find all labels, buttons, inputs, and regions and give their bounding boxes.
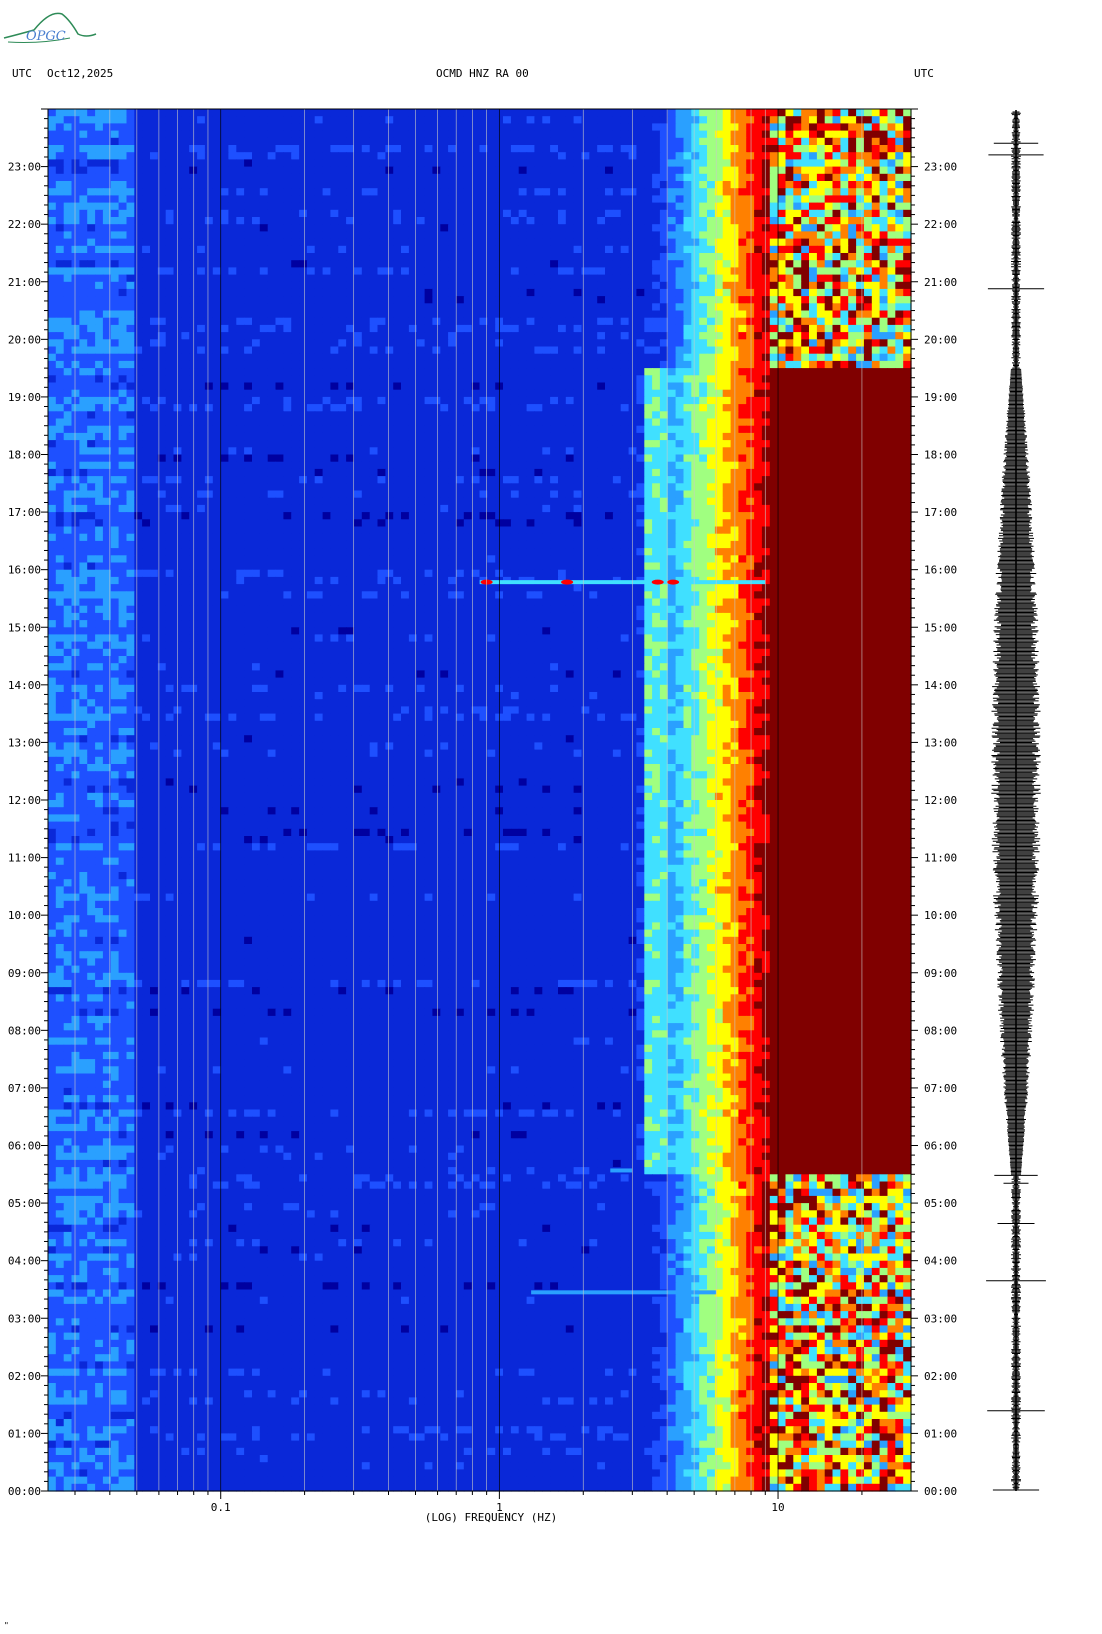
y-tick-label: 04:00 [8,1255,41,1268]
y-tick-label: 01:00 [8,1427,41,1440]
y-tick-label: 05:00 [924,1197,957,1210]
event-streak [531,1290,716,1294]
y-tick-label: 18:00 [924,449,957,462]
y-tick-label: 17:00 [8,506,41,519]
y-tick-label: 21:00 [924,276,957,289]
event-streak [480,580,766,584]
y-tick-label: 11:00 [924,852,957,865]
y-tick-label: 19:00 [8,391,41,404]
y-tick-label: 16:00 [924,564,957,577]
y-tick-label: 15:00 [8,621,41,634]
y-tick-label: 23:00 [8,161,41,174]
event-streak [610,1168,632,1172]
y-tick-label: 21:00 [8,276,41,289]
y-tick-label: 15:00 [924,621,957,634]
y-tick-label: 05:00 [8,1197,41,1210]
y-tick-label: 14:00 [8,679,41,692]
y-tick-label: 22:00 [924,218,957,231]
y-tick-label: 16:00 [8,564,41,577]
y-tick-label: 02:00 [924,1370,957,1383]
y-tick-label: 12:00 [924,794,957,807]
y-tick-label: 06:00 [8,1140,41,1153]
y-tick-label: 17:00 [924,506,957,519]
x-tick-label: 0.1 [211,1501,231,1514]
y-tick-label: 11:00 [8,852,41,865]
seismogram-trace [986,110,1046,1491]
y-tick-label: 04:00 [924,1255,957,1268]
y-tick-label: 07:00 [8,1082,41,1095]
y-tick-label: 00:00 [8,1485,41,1498]
y-axis-right: 00:00 01:00 02:00 03:00 04:00 05:00 06:00 07:00… [911,109,957,1498]
x-axis-label: (LOG) FREQUENCY (HZ) [425,1511,557,1524]
y-tick-label: 18:00 [8,449,41,462]
y-axis-left: 00:00 01:00 02:00 03:00 04:00 05:00 06:00 07:00… [8,109,48,1498]
y-tick-label: 12:00 [8,794,41,807]
y-tick-label: 19:00 [924,391,957,404]
y-tick-label: 00:00 [924,1485,957,1498]
y-tick-label: 01:00 [924,1427,957,1440]
y-tick-label: 09:00 [8,967,41,980]
y-tick-label: 07:00 [924,1082,957,1095]
y-tick-label: 03:00 [924,1312,957,1325]
event-peak [561,580,573,585]
y-tick-label: 09:00 [924,967,957,980]
y-tick-label: 08:00 [924,1024,957,1037]
y-tick-label: 23:00 [924,161,957,174]
event-peak [652,580,664,585]
y-tick-label: 06:00 [924,1140,957,1153]
x-tick-label: 10 [771,1501,784,1514]
y-tick-label: 14:00 [924,679,957,692]
y-tick-label: 10:00 [8,909,41,922]
y-tick-label: 10:00 [924,909,957,922]
y-tick-label: 13:00 [8,736,41,749]
footer-mark: " [4,1620,9,1632]
seismogram-wave [986,112,1046,1490]
y-tick-label: 02:00 [8,1370,41,1383]
y-tick-label: 22:00 [8,218,41,231]
y-tick-label: 20:00 [8,333,41,346]
event-peak [667,580,679,585]
y-tick-label: 08:00 [8,1024,41,1037]
y-tick-label: 03:00 [8,1312,41,1325]
y-tick-label: 20:00 [924,333,957,346]
y-tick-label: 13:00 [924,736,957,749]
